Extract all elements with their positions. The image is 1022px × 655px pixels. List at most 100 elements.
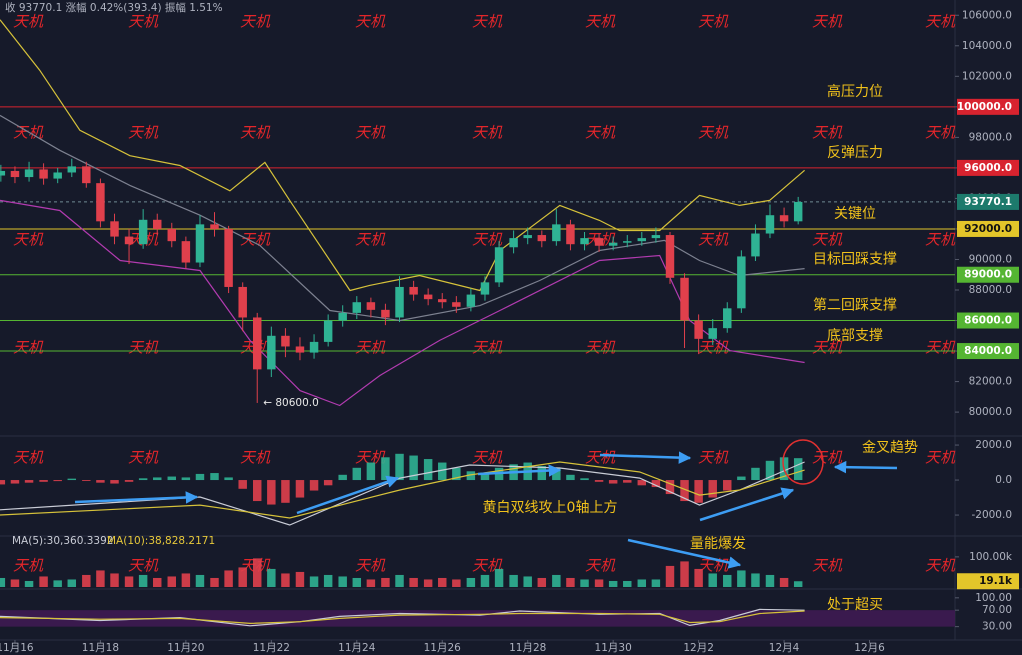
volume-bar — [352, 577, 362, 587]
watermark: 天机 — [812, 449, 843, 467]
arrow — [74, 491, 199, 504]
candle-body — [537, 235, 547, 242]
volume-bar — [509, 574, 518, 587]
low-label: ← 80600.0 — [263, 397, 319, 409]
volume-bar — [224, 570, 233, 587]
x-tick-label: 11月16 — [0, 642, 34, 654]
level-box — [957, 98, 1019, 115]
volume-bar — [438, 577, 447, 587]
watermark: 天机 — [585, 449, 616, 467]
x-tick-label: 11月18 — [82, 642, 119, 654]
arrow — [296, 475, 400, 515]
macd-bar — [110, 480, 119, 484]
volume-bar — [366, 579, 376, 587]
candle-body — [552, 224, 561, 242]
macd-bar — [210, 473, 219, 481]
volume-bar — [552, 574, 561, 587]
macd-bar — [0, 480, 6, 485]
macd-bar — [637, 480, 647, 486]
level-note: 第二回踩支撑 — [813, 297, 897, 314]
macd-bar — [793, 458, 803, 481]
volume-bar — [566, 577, 575, 587]
volume-bar — [253, 558, 262, 587]
y-tick-label: 88000.0 — [969, 284, 1012, 296]
macd-bar — [124, 480, 134, 482]
candle-body — [210, 224, 219, 229]
volume-bar — [708, 573, 717, 587]
x-tick-label: 11月24 — [338, 642, 376, 654]
candle-body — [167, 228, 177, 242]
candle-body — [765, 215, 775, 234]
volume-bar — [67, 579, 77, 587]
volume-bar — [651, 579, 661, 587]
candle-body — [452, 302, 461, 307]
level-label: 89000.0 — [964, 269, 1012, 281]
macd-bar — [708, 480, 717, 498]
level-label: 92000.0 — [964, 223, 1012, 235]
y-tick-label: 30.00 — [982, 621, 1012, 633]
candle-body — [0, 170, 6, 176]
candle-body — [138, 219, 148, 245]
macd-bar — [323, 480, 333, 486]
macd-bar — [253, 480, 262, 502]
watermark: 天机 — [240, 13, 271, 31]
volume-bar — [195, 574, 205, 587]
volume-bar — [39, 576, 48, 587]
volume-bar — [0, 577, 6, 587]
y-tick-label: 80000.0 — [969, 406, 1012, 418]
x-tick-label: 12月2 — [683, 642, 714, 654]
volume-bar — [765, 574, 775, 587]
candle-body — [737, 256, 746, 309]
candle-body — [82, 166, 91, 184]
volume-bar — [793, 581, 803, 587]
volume-bar — [381, 577, 390, 587]
macd-bar — [153, 477, 162, 481]
watermark: 天机 — [355, 124, 386, 142]
arrow — [627, 538, 742, 569]
y-tick-label: 82000.0 — [969, 376, 1012, 388]
candle-body — [381, 309, 390, 318]
volume-bar — [10, 579, 20, 587]
plot: 11月16 11月18 11月20 11月22 11月24 11月26 11月28 11月30… — [0, 9, 1019, 654]
candle-body — [323, 320, 333, 342]
volume-bar — [309, 576, 319, 587]
watermark: 天机 — [128, 124, 159, 142]
candle-body — [124, 236, 134, 245]
level-note: 目标回踩支撑 — [813, 252, 897, 268]
candle-body — [665, 235, 675, 278]
watermark: 天机 — [472, 124, 503, 142]
watermark: 天机 — [13, 449, 44, 467]
macd-bar — [295, 480, 305, 498]
volume-bar — [494, 568, 504, 587]
macd-bar — [723, 480, 732, 491]
x-tick-label: 12月6 — [854, 642, 885, 654]
candle-body — [480, 282, 490, 295]
level-label: 96000.0 — [964, 162, 1012, 174]
annotation: 处于超买 — [827, 597, 883, 613]
volume-bar — [96, 570, 105, 587]
volume-bar — [637, 579, 647, 587]
macd-bar — [438, 462, 447, 481]
y-tick-label: 102000.0 — [962, 70, 1012, 82]
watermark: 天机 — [472, 13, 503, 31]
candle-body — [580, 238, 589, 245]
level-label: 84000.0 — [964, 345, 1012, 357]
level-box — [957, 343, 1019, 360]
macd-bar — [181, 477, 191, 481]
level-note: 反弹压力 — [827, 145, 883, 161]
candle-body — [708, 328, 717, 339]
candle-body — [281, 335, 290, 347]
level-note: 高压力位 — [827, 83, 883, 100]
candle-body — [338, 312, 347, 321]
candle-body — [53, 172, 62, 179]
watermark: 天机 — [812, 557, 843, 575]
y-tick-label: 98000.0 — [969, 131, 1012, 143]
level-note: 关键位 — [834, 206, 876, 222]
arrow — [833, 460, 898, 474]
macd-bar — [338, 474, 347, 481]
watermark: 天机 — [128, 13, 159, 31]
candle-body — [366, 302, 376, 310]
macd-bar — [751, 467, 760, 481]
macd-bar — [651, 480, 661, 488]
macd-bar — [694, 480, 703, 503]
